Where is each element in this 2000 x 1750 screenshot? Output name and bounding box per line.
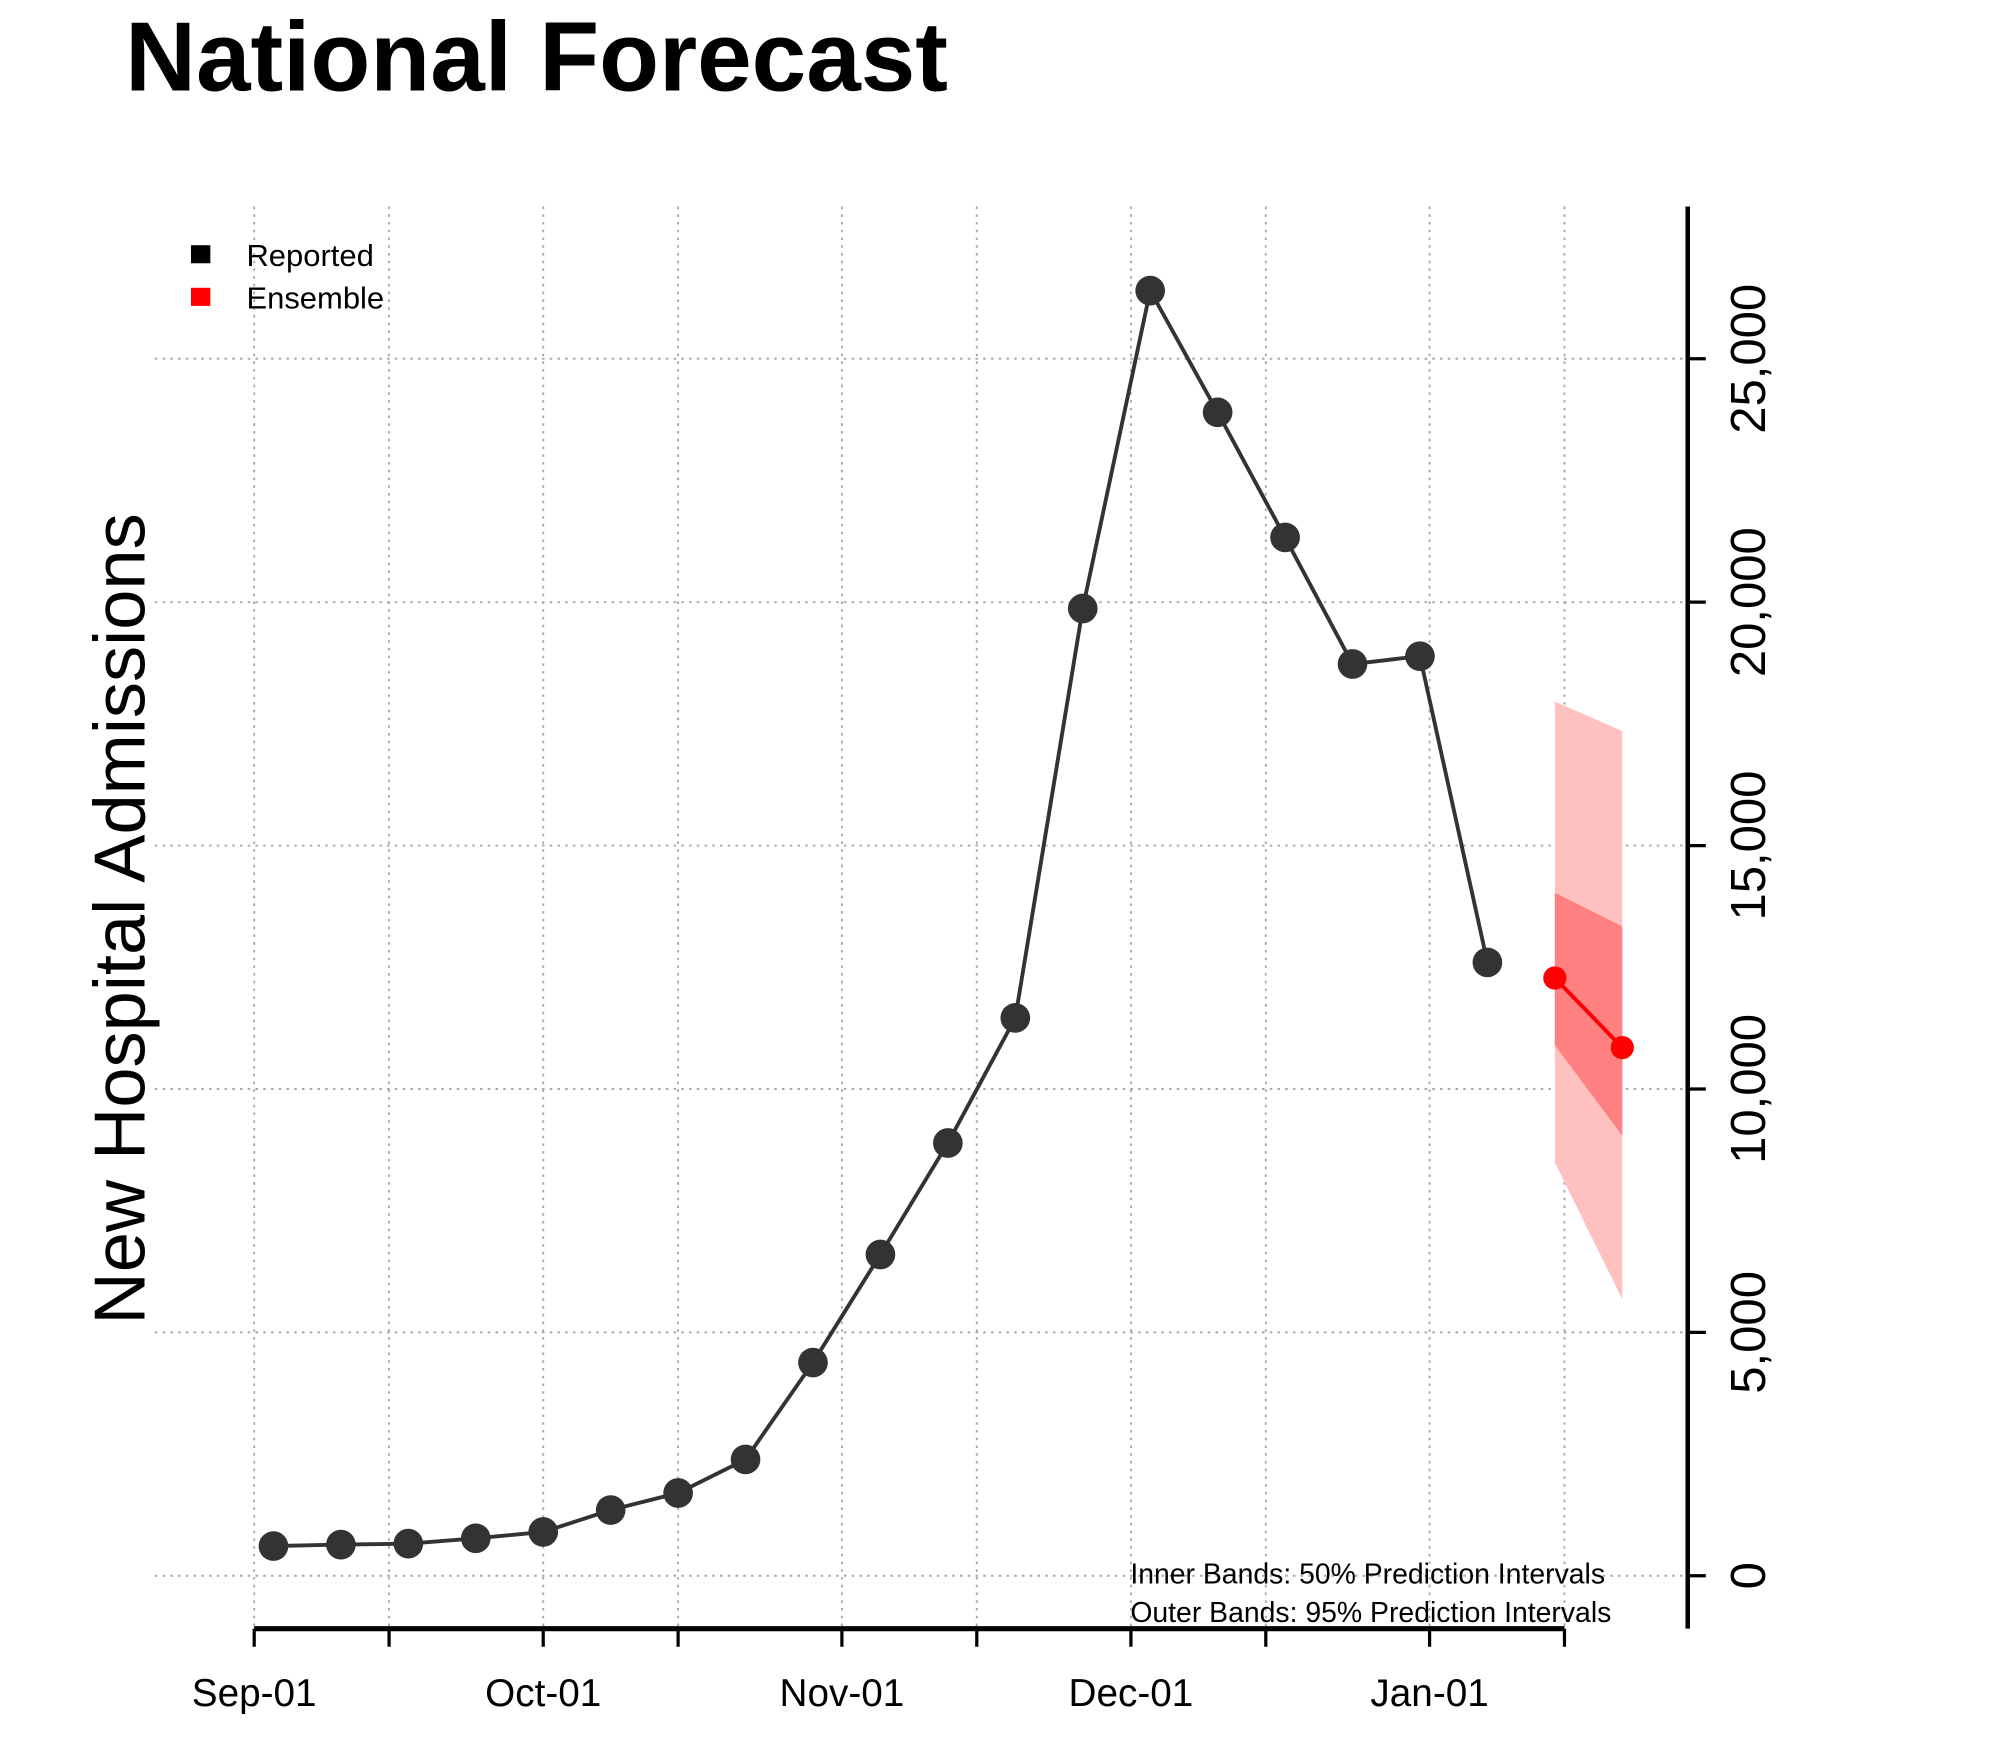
reported-point <box>1270 522 1300 553</box>
reported-point <box>798 1347 828 1378</box>
legend-swatch-ensemble <box>190 287 211 306</box>
legend-label-reported: Reported <box>246 238 373 273</box>
reported-line <box>273 285 1490 1549</box>
series-points <box>258 275 1634 1561</box>
chart-title: National Forecast <box>125 1 948 111</box>
ensemble-line <box>1553 976 1624 1049</box>
reported-point <box>1405 641 1435 672</box>
reported-point <box>663 1478 693 1508</box>
reported-point <box>933 1128 963 1158</box>
legend: Reported Ensemble <box>190 238 384 315</box>
x-tick-label: Nov-01 <box>780 1672 905 1715</box>
reported-point <box>865 1239 896 1270</box>
legend-label-ensemble: Ensemble <box>246 280 384 315</box>
x-tick-label: Sep-01 <box>192 1672 317 1715</box>
x-tick-label: Dec-01 <box>1069 1672 1194 1715</box>
reported-point <box>528 1517 559 1547</box>
annotation-inner-bands: Inner Bands: 50% Prediction Intervals <box>1130 1559 1605 1591</box>
y-tick-label: 25,000 <box>1722 284 1776 434</box>
reported-point <box>1135 275 1166 306</box>
x-axis: Sep-01 Oct-01 Nov-01 Dec-01 Jan-01 <box>192 1626 1567 1715</box>
y-axis: 0 5,000 10,000 15,000 20,000 25,000 <box>1685 206 1776 1629</box>
reported-point <box>258 1531 289 1561</box>
y-tick-label: 10,000 <box>1722 1014 1776 1164</box>
reported-point <box>595 1495 626 1525</box>
series-lines <box>273 285 1624 1549</box>
annotation-outer-bands: Outer Bands: 95% Prediction Intervals <box>1130 1597 1611 1629</box>
reported-point <box>326 1529 356 1560</box>
ensemble-point <box>1610 1035 1634 1060</box>
ensemble-point <box>1543 966 1567 990</box>
reported-point <box>1202 397 1233 428</box>
x-tick-label: Jan-01 <box>1370 1672 1488 1715</box>
y-axis-label: New Hospital Admissions <box>81 513 161 1324</box>
reported-point <box>1067 593 1098 624</box>
prediction-bands <box>1554 701 1623 1300</box>
reported-point <box>1472 947 1503 978</box>
y-tick-label: 0 <box>1722 1562 1776 1589</box>
reported-point <box>730 1444 761 1475</box>
reported-point <box>1000 1003 1031 1033</box>
reported-point <box>393 1528 424 1559</box>
legend-swatch-reported <box>190 245 211 264</box>
y-tick-label: 20,000 <box>1722 527 1776 677</box>
reported-point <box>460 1523 491 1554</box>
y-tick-label: 5,000 <box>1722 1271 1776 1394</box>
x-tick-label: Oct-01 <box>485 1672 601 1715</box>
reported-point <box>1337 649 1368 679</box>
grid <box>154 206 1684 1629</box>
y-tick-label: 15,000 <box>1722 771 1776 921</box>
